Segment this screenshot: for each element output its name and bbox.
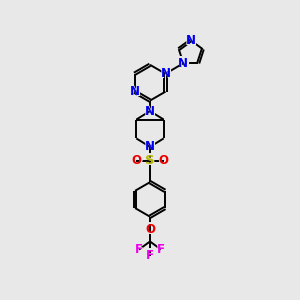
Text: N: N — [160, 67, 170, 80]
Text: O: O — [159, 154, 169, 167]
Text: N: N — [130, 85, 140, 98]
Text: N: N — [144, 103, 156, 118]
Text: F: F — [157, 243, 165, 256]
Text: F: F — [135, 243, 143, 256]
Text: N: N — [186, 34, 196, 47]
Text: O: O — [130, 153, 142, 168]
Text: N: N — [145, 140, 155, 153]
Text: N: N — [128, 84, 141, 99]
Text: F: F — [145, 248, 155, 263]
Text: S: S — [144, 153, 156, 168]
Text: F: F — [156, 242, 166, 257]
Text: O: O — [144, 222, 156, 237]
Text: N: N — [178, 57, 188, 70]
Text: N: N — [184, 33, 197, 48]
Text: O: O — [131, 154, 141, 167]
Text: N: N — [145, 105, 155, 118]
Text: O: O — [145, 223, 155, 236]
Text: O: O — [158, 153, 170, 168]
Text: N: N — [144, 139, 156, 154]
Text: N: N — [177, 56, 190, 71]
Text: S: S — [145, 154, 155, 167]
Text: F: F — [134, 242, 144, 257]
Text: N: N — [159, 66, 172, 81]
Text: F: F — [146, 249, 154, 262]
